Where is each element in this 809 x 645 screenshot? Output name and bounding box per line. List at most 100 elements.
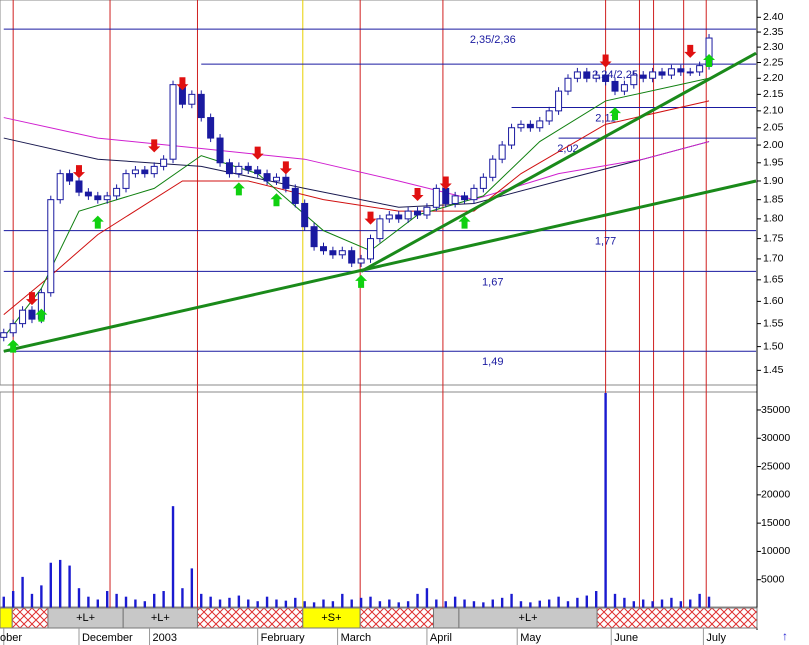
volume-bar bbox=[275, 599, 278, 608]
volume-bar bbox=[388, 599, 391, 608]
volume-bar bbox=[472, 601, 476, 608]
level-label: 2,11 bbox=[595, 112, 616, 124]
volume-bar bbox=[660, 599, 664, 608]
volume-bar bbox=[651, 601, 654, 608]
scroll-arrow[interactable]: ↑ bbox=[782, 629, 788, 643]
x-tick-label: April bbox=[430, 632, 452, 644]
candle-body bbox=[583, 71, 591, 79]
volume-bar bbox=[284, 600, 288, 608]
candle-body bbox=[329, 250, 337, 256]
buy-arrow bbox=[355, 274, 368, 288]
y-tick-label: 1.95 bbox=[763, 157, 784, 169]
band bbox=[11, 607, 49, 629]
ma-line bbox=[3, 100, 710, 316]
candle-body bbox=[508, 127, 516, 146]
band bbox=[0, 607, 13, 629]
volume-bar bbox=[642, 599, 645, 608]
candle-body bbox=[254, 169, 262, 175]
volume-bar bbox=[397, 602, 400, 608]
level-label: 1,77 bbox=[595, 236, 616, 248]
x-tick-label: June bbox=[614, 632, 638, 644]
volume-bar bbox=[30, 593, 34, 608]
x-tick-label: 2003 bbox=[153, 632, 177, 644]
candle-body bbox=[432, 187, 440, 208]
volume-bar bbox=[40, 585, 43, 608]
band-label: +L+ bbox=[76, 612, 95, 624]
volume-bar bbox=[331, 601, 335, 608]
volume-bar bbox=[557, 596, 560, 608]
volume-bar bbox=[623, 597, 626, 608]
band bbox=[196, 607, 304, 629]
candle-body bbox=[667, 68, 675, 76]
candle-body bbox=[272, 176, 280, 182]
volume-bar bbox=[576, 597, 579, 608]
y-tick-label: 2.25 bbox=[763, 56, 784, 68]
candle-body bbox=[310, 226, 318, 248]
sell-arrow bbox=[411, 187, 424, 201]
y-tick-label: 1.85 bbox=[763, 193, 784, 205]
volume-bar bbox=[115, 593, 118, 608]
candle-body bbox=[141, 169, 149, 175]
volume-bar bbox=[406, 601, 410, 608]
volume-bar bbox=[529, 602, 532, 608]
y-tick-label: 1.60 bbox=[763, 295, 784, 307]
volume-bar bbox=[378, 601, 382, 608]
candle-body bbox=[573, 71, 581, 79]
candle-body bbox=[686, 71, 694, 74]
sell-arrow bbox=[148, 139, 161, 153]
volume-bar bbox=[312, 602, 316, 608]
y-tick-label: 2.00 bbox=[763, 139, 784, 151]
volume-bar bbox=[613, 593, 617, 608]
candle-body bbox=[357, 258, 365, 264]
band-label: +S+ bbox=[321, 612, 341, 624]
volume-bar bbox=[435, 599, 438, 608]
volume-bar bbox=[585, 595, 588, 608]
ma-line bbox=[3, 137, 710, 208]
volume-bar bbox=[510, 593, 513, 608]
y-tick-label: 35000 bbox=[761, 404, 790, 416]
candle-body bbox=[602, 74, 610, 82]
candle-body bbox=[122, 173, 130, 189]
candle-body bbox=[536, 120, 544, 129]
volume-bar bbox=[143, 601, 147, 608]
volume-bar bbox=[341, 593, 344, 608]
y-tick-label: 5000 bbox=[761, 573, 785, 585]
volume-bar bbox=[124, 596, 128, 608]
candle-body bbox=[338, 250, 346, 256]
y-tick-label: 1.45 bbox=[763, 364, 784, 376]
candle-body bbox=[451, 195, 459, 204]
volume-bar bbox=[632, 601, 636, 608]
candle-body bbox=[47, 199, 55, 294]
y-tick-label: 20000 bbox=[761, 489, 790, 501]
volume-bar bbox=[58, 559, 62, 608]
y-tick-label: 2.35 bbox=[763, 26, 784, 38]
buy-arrow bbox=[270, 193, 283, 207]
volume-bar bbox=[689, 599, 692, 608]
sell-arrow bbox=[279, 161, 292, 175]
y-tick-label: 25000 bbox=[761, 460, 790, 472]
candle-body bbox=[56, 173, 64, 201]
candle-body bbox=[113, 187, 121, 197]
volume-bar bbox=[49, 562, 52, 608]
buy-arrow bbox=[458, 215, 471, 229]
candle-body bbox=[461, 195, 469, 201]
candle-body bbox=[301, 202, 309, 228]
candle-body bbox=[423, 206, 431, 216]
y-tick-label: 1.90 bbox=[763, 175, 784, 187]
candle-body bbox=[677, 68, 685, 73]
volume-bar bbox=[134, 599, 137, 608]
candle-body bbox=[225, 162, 233, 175]
buy-arrow bbox=[703, 54, 716, 68]
volume-bar bbox=[162, 591, 165, 608]
candle-body bbox=[545, 110, 553, 122]
sell-arrow bbox=[72, 165, 85, 179]
x-tick-label: July bbox=[706, 632, 726, 644]
y-tick-label: 10000 bbox=[761, 545, 790, 557]
volume-bar bbox=[181, 588, 184, 608]
candle-body bbox=[75, 180, 83, 193]
volume-bar bbox=[87, 596, 90, 608]
candle-body bbox=[630, 74, 638, 86]
candle-body bbox=[319, 246, 327, 252]
y-tick-label: 1.70 bbox=[763, 253, 784, 265]
candle-body bbox=[479, 176, 487, 189]
